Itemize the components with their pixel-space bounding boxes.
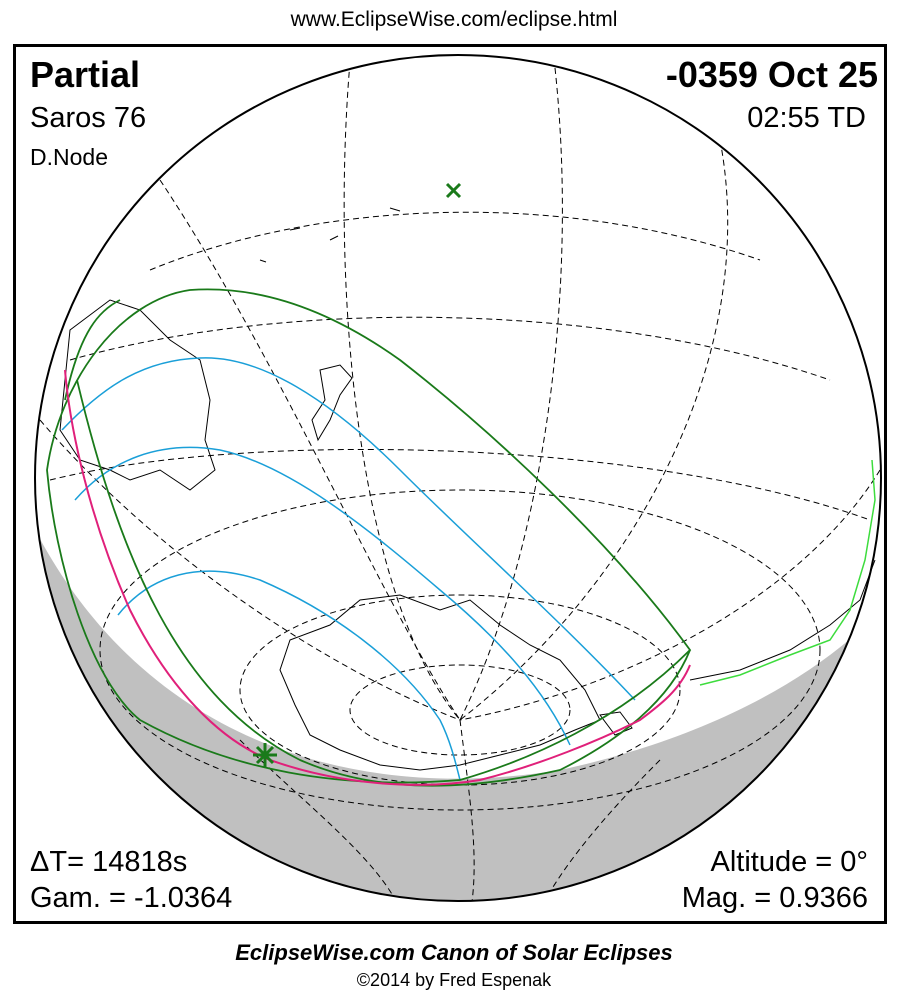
node-label: D.Node [30,144,108,170]
x-marker-icon [445,182,462,199]
coast-south-america [689,559,876,681]
delta-t: ΔT= 14818s [30,846,188,878]
source-url: www.EclipseWise.com/eclipse.html [290,8,618,31]
magnitude: Mag. = 0.9366 [681,882,868,914]
terminator-coastline [699,459,876,686]
saros-label: Saros 76 [30,102,147,134]
eclipse-globe-map [34,54,882,902]
penumbral-limits [46,288,692,787]
gamma: Gam. = -1.0364 [30,882,233,914]
footer-title: EclipseWise.com Canon of Solar Eclipses [235,940,673,965]
coast-new-zealand [311,364,353,442]
footer-copyright: ©2014 by Fred Espenak [356,970,552,990]
rise-set-curve [64,369,691,786]
star-marker-icon [253,743,277,767]
eclipse-date: -0359 Oct 25 [665,54,878,95]
map-frame [13,44,887,924]
globe-outline [34,54,882,902]
coast-islands-north [259,207,401,263]
eclipse-type: Partial [30,54,141,95]
coast-antarctica [279,594,601,771]
altitude: Altitude = 0° [710,846,868,878]
night-region [35,520,881,901]
coast-australia [59,299,216,491]
coast-south-georgia [599,711,633,736]
magnitude-contours [61,357,636,781]
eclipse-time: 02:55 TD [747,102,866,134]
coastlines [59,207,876,771]
